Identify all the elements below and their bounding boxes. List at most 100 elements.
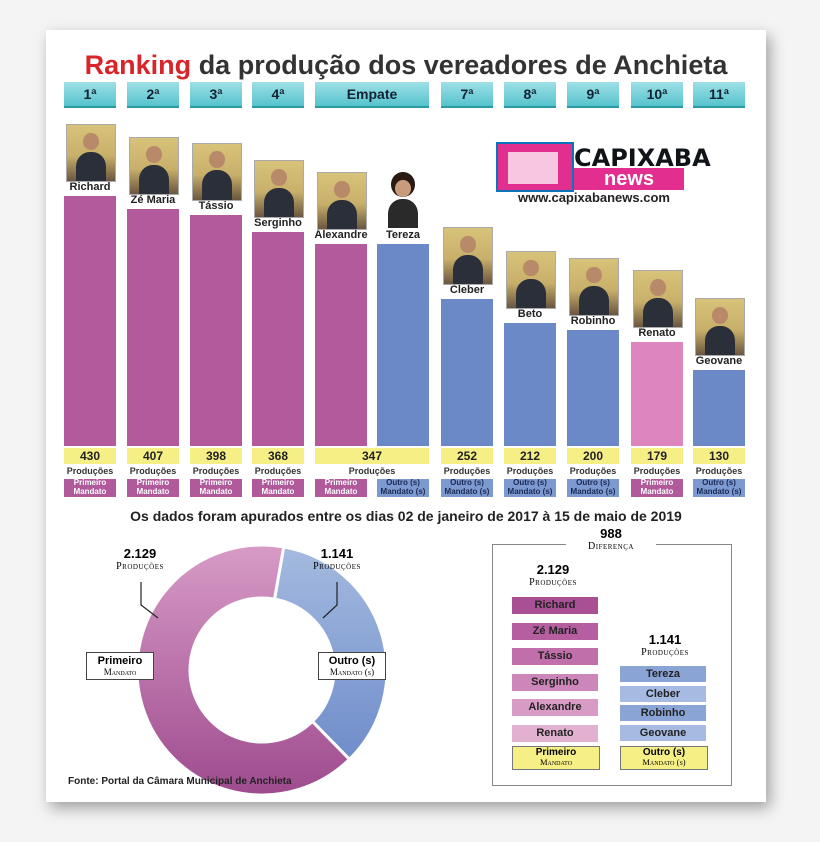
mandate-label: Primeiro Mandato bbox=[252, 478, 304, 497]
photo-bust bbox=[704, 326, 736, 356]
mandate-line2: Mandato (s) bbox=[696, 486, 742, 496]
productions-label: Produções bbox=[348, 466, 396, 476]
mandate-label: Outro (s) Mandato (s) bbox=[441, 478, 493, 497]
bar-name-label: Geovane bbox=[695, 355, 743, 368]
mandate-line2: Mandato (s) bbox=[570, 486, 616, 496]
photo-head bbox=[523, 259, 539, 277]
councilor-photo bbox=[569, 257, 619, 316]
outro-list-item: Robinho bbox=[620, 705, 706, 721]
photo-bust bbox=[263, 187, 295, 218]
capixaba-news-logo: CAPIXABA news www.capixabanews.com bbox=[496, 142, 711, 206]
donut-segment-primeiro bbox=[135, 543, 352, 797]
primeiro-list-item: Zé Maria bbox=[512, 622, 598, 640]
mandate-label: Outro (s) Mandato (s) bbox=[567, 478, 619, 497]
primeiro-total-caption: Produções bbox=[529, 577, 577, 588]
donut-primeiro-box: Primeiro Mandato bbox=[86, 652, 154, 680]
outro-list-item: Tereza bbox=[620, 666, 706, 682]
donut-right-label: 1.141 Produções bbox=[294, 546, 380, 572]
bar bbox=[693, 370, 745, 446]
photo-head bbox=[395, 180, 411, 197]
mandate-line1: Primeiro bbox=[261, 478, 295, 487]
mandate-line2: Mandato (s) bbox=[507, 486, 553, 496]
photo-head bbox=[460, 236, 476, 254]
primeiro-list-item: Renato bbox=[512, 724, 598, 742]
outro-total-caption: Produções bbox=[641, 647, 689, 658]
title-rest: da produção dos vereadores de Anchieta bbox=[198, 50, 728, 80]
rank-label: 11ª bbox=[693, 82, 745, 108]
productions-label: Produções bbox=[633, 466, 681, 476]
bar bbox=[64, 196, 116, 446]
primeiro-legend-line2: Mandato bbox=[539, 757, 573, 767]
primeiro-list-item: Tássio bbox=[512, 648, 598, 665]
mandate-line1: Primeiro bbox=[199, 478, 233, 487]
mandate-line2: Mandato (s) bbox=[380, 486, 426, 496]
bar-name-label: Zé Maria bbox=[130, 194, 176, 207]
bar bbox=[190, 214, 242, 446]
donut-segment-outro bbox=[272, 545, 389, 762]
mandate-line1: Outro (s) bbox=[702, 478, 736, 487]
rank-label: 7ª bbox=[441, 82, 493, 108]
productions-label: Produções bbox=[254, 466, 302, 476]
donut-right-caption: Produções bbox=[313, 561, 361, 572]
value-label: 179 bbox=[631, 448, 683, 464]
mandate-line1: Outro (s) bbox=[386, 478, 420, 487]
mandate-label: Primeiro Mandato bbox=[127, 478, 179, 497]
infographic-card: Ranking da produção dos vereadores de An… bbox=[46, 30, 766, 802]
photo-head bbox=[271, 168, 287, 186]
photo-bust bbox=[326, 200, 358, 230]
value-label: 252 bbox=[441, 448, 493, 464]
bar bbox=[631, 341, 683, 446]
councilor-photo bbox=[66, 124, 116, 182]
mandate-label: Outro (s) Mandato (s) bbox=[693, 478, 745, 497]
primeiro-mandato-legend: Primeiro Mandato bbox=[512, 746, 600, 770]
logo-line1: CAPIXABA bbox=[574, 144, 711, 172]
donut-left-label: 2.129 Produções bbox=[100, 546, 180, 572]
donut-primeiro-line1: Primeiro bbox=[97, 655, 143, 667]
bar bbox=[315, 244, 367, 446]
outro-list-item: Cleber bbox=[620, 685, 706, 702]
photo-bust bbox=[515, 278, 547, 308]
bar-name-label: Beto bbox=[517, 307, 543, 320]
bar bbox=[377, 244, 429, 446]
photo-bust bbox=[452, 255, 484, 285]
bar-name-label: Richard bbox=[69, 181, 111, 193]
donut-outro-line2: Mandato (s) bbox=[329, 667, 375, 677]
councilor-photo bbox=[192, 142, 242, 201]
bar-name-label: Tereza bbox=[385, 229, 421, 242]
photo-bust bbox=[138, 165, 170, 195]
mandate-line1: Outro (s) bbox=[450, 478, 484, 487]
mandate-line2: Mandato (s) bbox=[444, 486, 490, 496]
bar-name-label: Serginho bbox=[254, 217, 302, 230]
councilor-photo bbox=[379, 172, 427, 229]
outro-total: 1.141 Produções bbox=[620, 632, 710, 658]
mandate-line1: Outro (s) bbox=[576, 478, 610, 487]
mandate-label: Outro (s) Mandato (s) bbox=[504, 478, 556, 497]
logo-line2: news bbox=[574, 168, 684, 190]
logo-emblem bbox=[496, 142, 574, 192]
donut-primeiro-line2: Mandato bbox=[103, 667, 137, 677]
mandate-label: Outro (s) Mandato (s) bbox=[377, 478, 429, 497]
difference-label: 988 Diferença bbox=[566, 526, 656, 552]
source-note: Fonte: Portal da Câmara Municipal de Anc… bbox=[68, 776, 292, 787]
difference-caption: Diferença bbox=[588, 541, 634, 552]
productions-label: Produções bbox=[569, 466, 617, 476]
photo-head bbox=[209, 151, 225, 169]
bar bbox=[127, 209, 179, 446]
productions-label: Produções bbox=[695, 466, 743, 476]
primeiro-total: 2.129 Produções bbox=[508, 562, 598, 588]
primeiro-total-count: 2.129 bbox=[536, 562, 570, 577]
photo-head bbox=[334, 181, 350, 198]
councilor-photo bbox=[695, 298, 745, 357]
mandate-label: Primeiro Mandato bbox=[64, 478, 116, 497]
rank-label: 3ª bbox=[190, 82, 242, 108]
donut-left-caption: Produções bbox=[116, 561, 164, 572]
mandate-line2: Mandato bbox=[136, 486, 170, 496]
bar-name-label: Cleber bbox=[449, 284, 485, 297]
bar-name-label: Renato bbox=[638, 326, 676, 339]
donut-left-count: 2.129 bbox=[123, 546, 157, 561]
photo-head bbox=[83, 132, 99, 150]
photo-bust bbox=[642, 297, 674, 327]
councilor-photo bbox=[633, 269, 683, 328]
difference-value: 988 bbox=[600, 526, 622, 541]
councilor-photo bbox=[129, 137, 179, 196]
